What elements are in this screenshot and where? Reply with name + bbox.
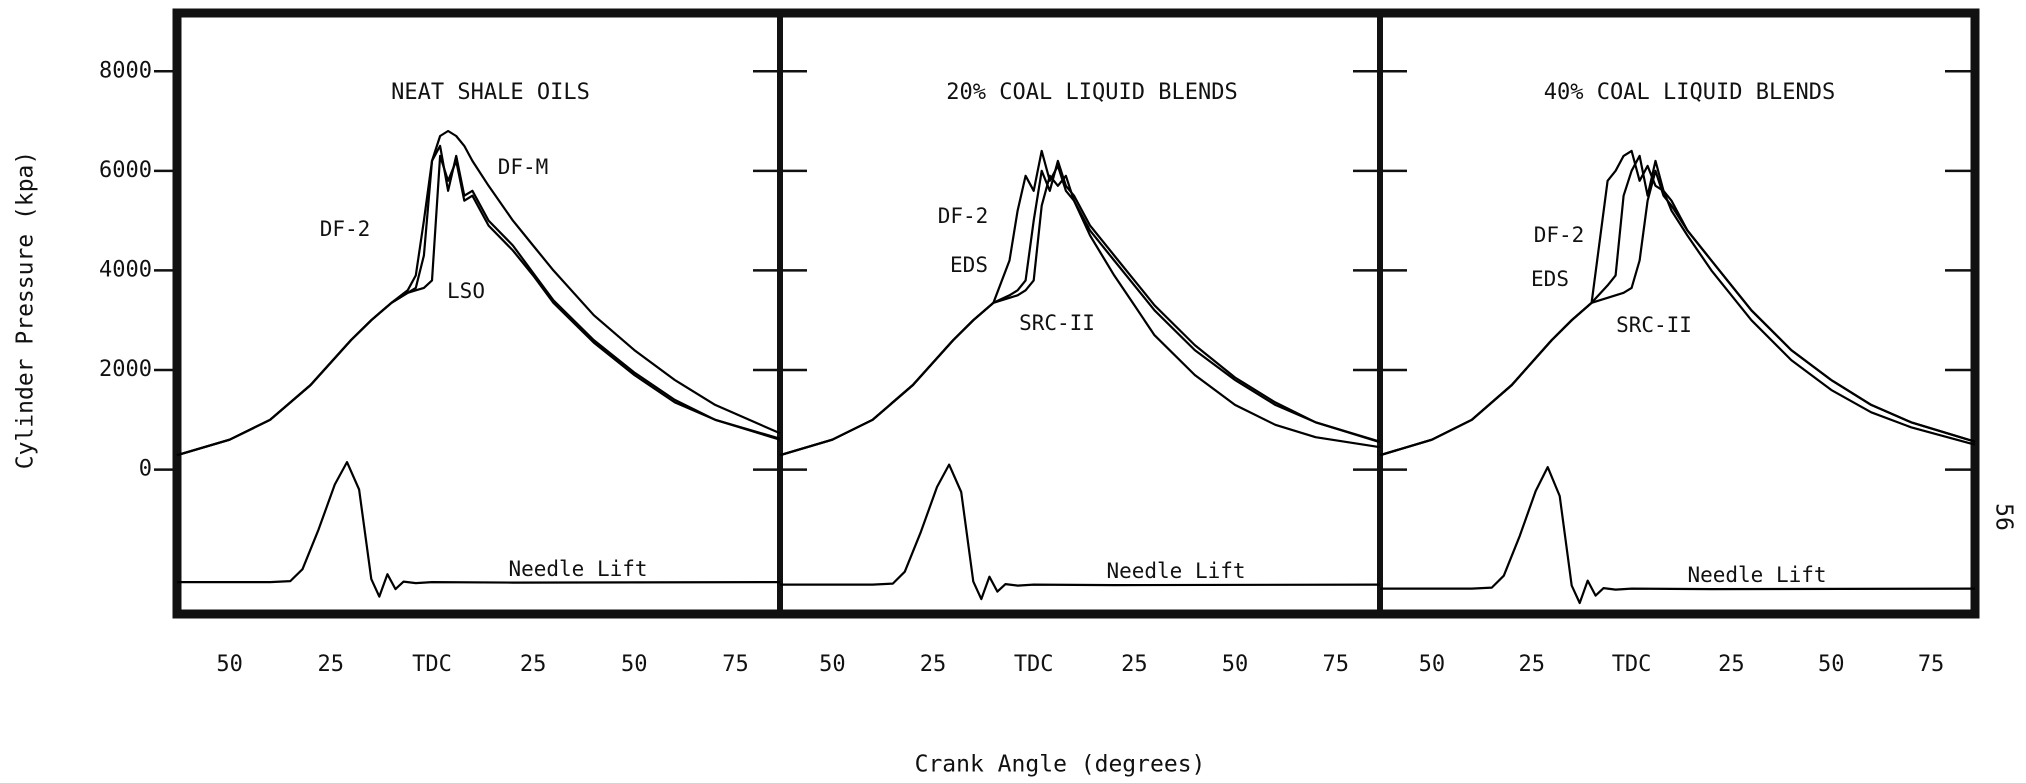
- x-tick-label: 25: [1121, 652, 1148, 677]
- series-label: SRC-II: [1019, 311, 1095, 335]
- x-tick-label: TDC: [1612, 652, 1652, 677]
- panel-title: 20% COAL LIQUID BLENDS: [946, 80, 1237, 105]
- x-tick-label: 25: [920, 652, 947, 677]
- series-line: [779, 174, 1381, 457]
- series-label: DF-2: [938, 204, 989, 228]
- x-tick-label: 25: [318, 652, 345, 677]
- x-tick-label: 50: [1222, 652, 1249, 677]
- series-line: [176, 129, 781, 457]
- series-line: [1379, 149, 1976, 457]
- series-label: DF-2: [1534, 223, 1585, 247]
- x-tick-label: 75: [722, 652, 749, 677]
- frame: [172, 8, 1980, 619]
- series-label: LSO: [447, 279, 485, 303]
- series-label: Needle Lift: [1687, 563, 1826, 587]
- y-axis-label: Cylinder Pressure (kpa): [13, 151, 39, 470]
- x-tick-label: 25: [1718, 652, 1745, 677]
- series-label: DF-2: [320, 217, 371, 241]
- panel-title: 40% COAL LIQUID BLENDS: [1544, 80, 1835, 105]
- series-label: SRC-II: [1616, 313, 1692, 337]
- series-label: Needle Lift: [508, 557, 647, 581]
- y-tick-label: 2000: [99, 357, 152, 382]
- series-line: [177, 461, 781, 598]
- series-line: [780, 463, 1381, 601]
- series-line: [1380, 466, 1976, 605]
- x-tick-label: 50: [621, 652, 648, 677]
- series-label: EDS: [1531, 267, 1569, 291]
- x-tick-label: 50: [216, 652, 243, 677]
- x-tick-label: TDC: [412, 652, 452, 677]
- series-label: EDS: [950, 253, 988, 277]
- y-tick-label: 4000: [99, 257, 152, 282]
- page-number: 56: [1991, 503, 2017, 531]
- series-line: [1379, 169, 1976, 457]
- panel-title: NEAT SHALE OILS: [391, 80, 590, 105]
- x-tick-label: 75: [1918, 652, 1945, 677]
- series-label: DF-M: [498, 155, 549, 179]
- series-label: Needle Lift: [1106, 559, 1245, 583]
- x-axis-label: Crank Angle (degrees): [915, 752, 1206, 778]
- x-tick-label: 75: [1322, 652, 1349, 677]
- x-tick-label: 50: [1818, 652, 1845, 677]
- x-tick-label: 50: [819, 652, 846, 677]
- x-tick-label: 25: [520, 652, 547, 677]
- x-tick-label: 50: [1419, 652, 1446, 677]
- y-tick-label: 6000: [99, 158, 152, 183]
- y-tick-label: 8000: [99, 58, 152, 83]
- x-tick-label: 25: [1518, 652, 1545, 677]
- x-tick-label: TDC: [1014, 652, 1054, 677]
- y-tick-label: 0: [139, 457, 152, 482]
